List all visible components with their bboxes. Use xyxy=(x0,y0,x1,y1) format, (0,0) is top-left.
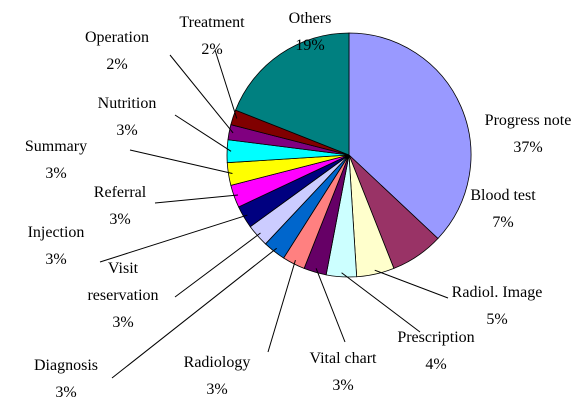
leader-line xyxy=(267,259,296,353)
category-label: Operation xyxy=(85,29,149,46)
slice-label: Visit reservation 3% xyxy=(78,255,168,336)
leader-line xyxy=(154,194,239,204)
slice-label: Treatment 2% xyxy=(167,9,257,63)
slice-label: Referral 3% xyxy=(75,179,165,233)
category-label: Visit reservation xyxy=(87,260,159,304)
category-label: Radiology xyxy=(183,354,251,371)
slice-label: Operation 2% xyxy=(72,24,162,78)
slice-label: Others 19% xyxy=(270,5,350,59)
value-label: 3% xyxy=(45,165,67,182)
slice-label: Radiol. Image 5% xyxy=(437,279,557,333)
category-label: Diagnosis xyxy=(34,357,98,374)
value-label: 19% xyxy=(295,37,325,54)
category-label: Progress note xyxy=(484,112,572,129)
value-label: 3% xyxy=(332,377,354,394)
slice-label: Progress note 37% xyxy=(458,107,587,161)
value-label: 2% xyxy=(106,56,128,73)
leader-line xyxy=(99,214,248,263)
category-label: Injection xyxy=(27,224,85,241)
category-label: Others xyxy=(288,10,332,27)
value-label: 3% xyxy=(116,122,138,139)
category-label: Radiol. Image xyxy=(451,284,543,301)
slice-label: Summary 3% xyxy=(11,133,101,187)
leader-line xyxy=(315,268,346,343)
leader-line xyxy=(341,272,421,333)
value-label: 3% xyxy=(206,381,228,398)
category-label: Vital chart xyxy=(309,350,377,367)
value-label: 7% xyxy=(492,214,514,231)
category-label: Referral xyxy=(93,184,147,201)
slice-label: Prescription 4% xyxy=(381,324,491,378)
value-label: 4% xyxy=(425,356,447,373)
leader-line xyxy=(374,269,449,299)
slice-label: Vital chart 3% xyxy=(293,345,393,399)
slice-label: Radiology 3% xyxy=(167,349,267,403)
slice-label: Diagnosis 3% xyxy=(16,352,116,403)
leader-line xyxy=(111,247,277,379)
leader-line xyxy=(214,49,238,119)
value-label: 3% xyxy=(109,211,131,228)
category-label: Treatment xyxy=(179,14,245,31)
pie-slice xyxy=(348,32,472,240)
slice-label: Injection 3% xyxy=(11,219,101,273)
value-label: 37% xyxy=(513,139,543,156)
pie-slice xyxy=(235,32,350,156)
category-label: Prescription xyxy=(397,329,475,346)
value-label: 3% xyxy=(112,314,134,331)
value-label: 3% xyxy=(45,251,67,268)
category-label: Summary xyxy=(24,138,88,155)
value-label: 5% xyxy=(486,311,508,328)
value-label: 2% xyxy=(201,41,223,58)
value-label: 3% xyxy=(55,384,77,401)
category-label: Nutrition xyxy=(97,95,157,112)
leader-line xyxy=(174,114,232,152)
category-label: Blood test xyxy=(470,187,536,204)
slice-label: Nutrition 3% xyxy=(82,90,172,144)
slice-label: Blood test 7% xyxy=(453,182,553,236)
leader-line xyxy=(129,149,233,174)
leader-line xyxy=(169,54,234,134)
leader-line xyxy=(174,232,261,298)
